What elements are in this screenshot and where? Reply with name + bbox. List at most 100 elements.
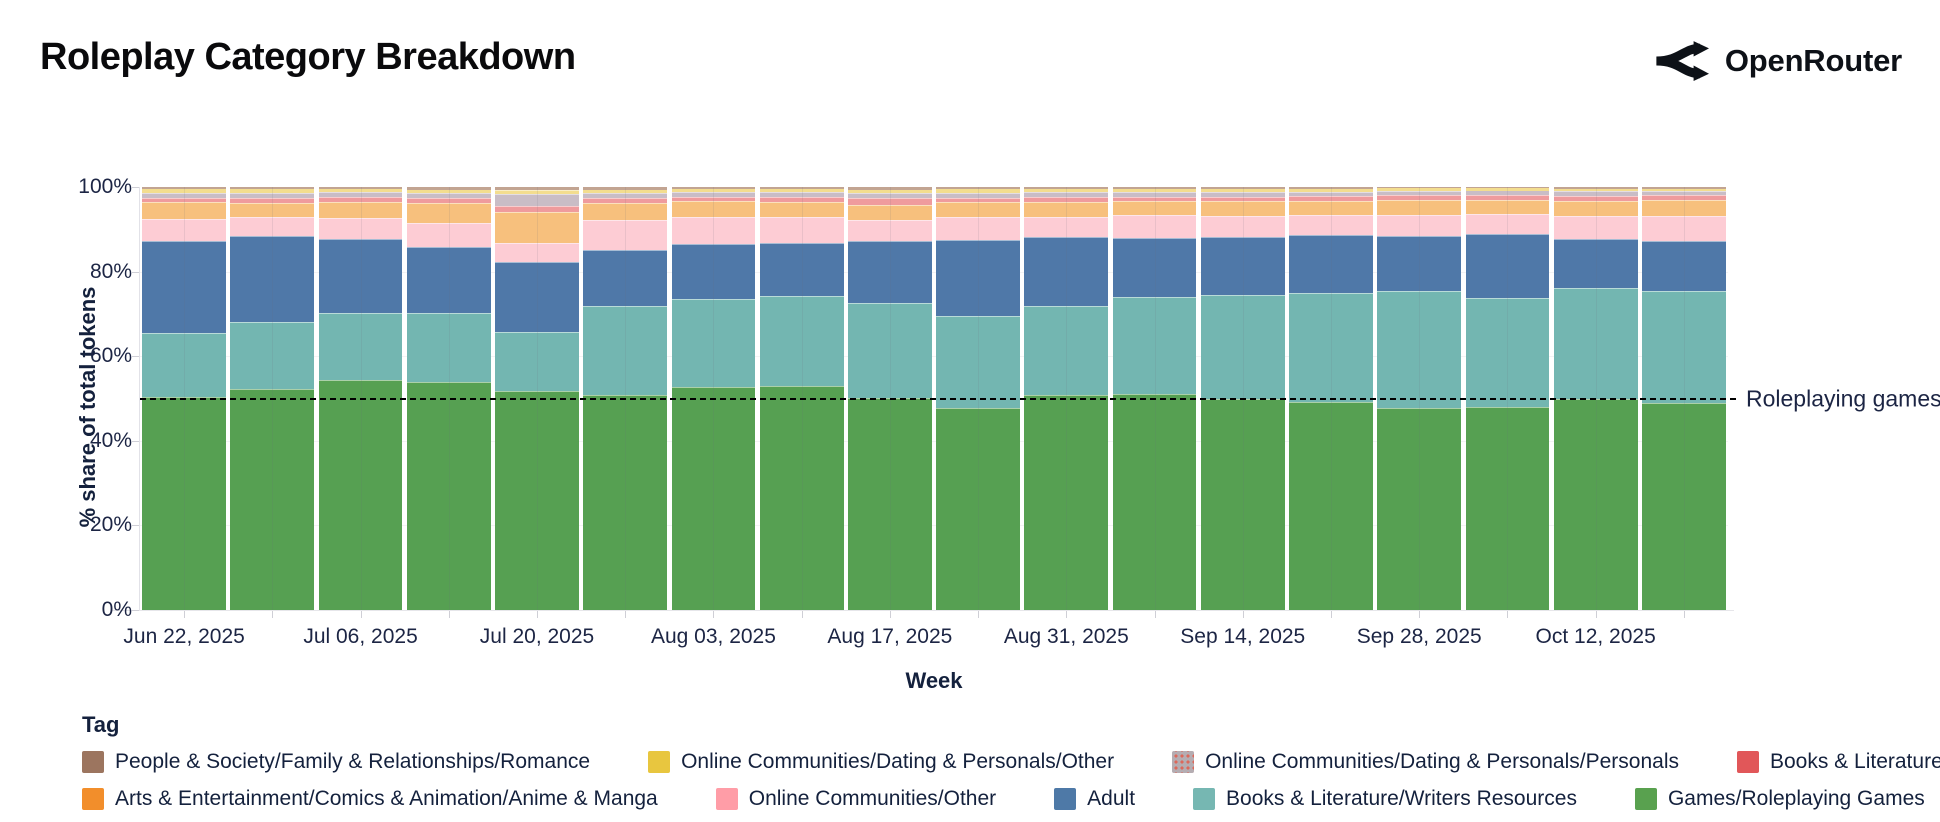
bar-segment[interactable] bbox=[671, 201, 756, 217]
bar-segment[interactable] bbox=[1377, 235, 1462, 292]
bar-segment[interactable] bbox=[1465, 214, 1550, 235]
bar-segment[interactable] bbox=[142, 397, 226, 610]
bar-segment[interactable] bbox=[495, 187, 579, 190]
bar-segment[interactable] bbox=[759, 296, 844, 386]
bar-segment[interactable] bbox=[318, 217, 403, 239]
bar-segment[interactable] bbox=[936, 315, 1020, 409]
bar-segment[interactable] bbox=[1377, 191, 1462, 196]
bar-segment[interactable] bbox=[1642, 188, 1726, 192]
bar-segment[interactable] bbox=[142, 192, 226, 198]
bar-segment[interactable] bbox=[936, 197, 1020, 203]
legend-item[interactable]: Online Communities/Dating & Personals/Ot… bbox=[648, 750, 1114, 774]
bar-segment[interactable] bbox=[936, 408, 1020, 610]
bar-segment[interactable] bbox=[1553, 187, 1638, 189]
bar-segment[interactable] bbox=[1289, 214, 1373, 236]
bar-segment[interactable] bbox=[318, 201, 403, 218]
bar-segment[interactable] bbox=[142, 241, 226, 334]
legend-item[interactable]: Adult bbox=[1054, 787, 1135, 811]
bar-segment[interactable] bbox=[406, 381, 491, 610]
bar-segment[interactable] bbox=[1112, 189, 1197, 193]
bar-segment[interactable] bbox=[1024, 192, 1109, 198]
bar-segment[interactable] bbox=[936, 187, 1020, 190]
bar-segment[interactable] bbox=[1465, 407, 1550, 610]
bar-segment[interactable] bbox=[1200, 189, 1285, 193]
bar-segment[interactable] bbox=[1377, 187, 1462, 189]
bar-segment[interactable] bbox=[318, 189, 403, 193]
bar-segment[interactable] bbox=[671, 216, 756, 244]
bar-segment[interactable] bbox=[671, 196, 756, 202]
bar-segment[interactable] bbox=[1289, 191, 1373, 197]
bar-segment[interactable] bbox=[142, 189, 226, 193]
bar-segment[interactable] bbox=[671, 243, 756, 299]
bar-segment[interactable] bbox=[583, 306, 668, 395]
bar-segment[interactable] bbox=[1465, 187, 1550, 189]
bar-segment[interactable] bbox=[848, 303, 932, 399]
bar-segment[interactable] bbox=[142, 197, 226, 203]
bar-segment[interactable] bbox=[936, 192, 1020, 198]
bar-segment[interactable] bbox=[406, 203, 491, 223]
bar-segment[interactable] bbox=[1289, 200, 1373, 215]
bar-segment[interactable] bbox=[1465, 190, 1550, 195]
bar-segment[interactable] bbox=[1465, 297, 1550, 408]
bar-segment[interactable] bbox=[1642, 216, 1726, 242]
legend-item[interactable]: Games/Roleplaying Games bbox=[1634, 787, 1925, 811]
bar-segment[interactable] bbox=[1553, 239, 1638, 288]
bar-segment[interactable] bbox=[230, 389, 315, 610]
bar-segment[interactable] bbox=[1465, 199, 1550, 215]
bar-segment[interactable] bbox=[583, 189, 668, 194]
bar-segment[interactable] bbox=[406, 247, 491, 314]
bar-segment[interactable] bbox=[671, 187, 756, 190]
bar-segment[interactable] bbox=[1642, 403, 1726, 610]
bar-segment[interactable] bbox=[1553, 287, 1638, 400]
bar-segment[interactable] bbox=[142, 187, 226, 190]
bar-segment[interactable] bbox=[848, 198, 932, 205]
bar-segment[interactable] bbox=[1377, 408, 1462, 610]
bar-segment[interactable] bbox=[583, 249, 668, 307]
openrouter-logo[interactable]: OpenRouter bbox=[1651, 40, 1902, 82]
bar-segment[interactable] bbox=[583, 198, 668, 203]
bar-segment[interactable] bbox=[1553, 188, 1638, 192]
bar-segment[interactable] bbox=[848, 204, 932, 220]
bar-segment[interactable] bbox=[848, 398, 932, 610]
bar-segment[interactable] bbox=[1112, 196, 1197, 202]
bar-segment[interactable] bbox=[1200, 236, 1285, 296]
bar-segment[interactable] bbox=[1289, 235, 1373, 294]
bar-segment[interactable] bbox=[1377, 200, 1462, 215]
bar-segment[interactable] bbox=[759, 189, 844, 193]
bar-segment[interactable] bbox=[1024, 187, 1109, 190]
bar-segment[interactable] bbox=[1024, 305, 1109, 396]
bar-segment[interactable] bbox=[406, 192, 491, 198]
bar-segment[interactable] bbox=[230, 217, 315, 237]
bar-segment[interactable] bbox=[1465, 188, 1550, 191]
bar-segment[interactable] bbox=[495, 390, 579, 610]
bar-segment[interactable] bbox=[1553, 200, 1638, 217]
bar-segment[interactable] bbox=[583, 193, 668, 198]
bar-segment[interactable] bbox=[318, 187, 403, 190]
bar-segment[interactable] bbox=[1642, 191, 1726, 196]
bar-segment[interactable] bbox=[1112, 192, 1197, 197]
bar-segment[interactable] bbox=[1024, 236, 1109, 306]
bar-segment[interactable] bbox=[1112, 297, 1197, 394]
bar-segment[interactable] bbox=[1289, 196, 1373, 201]
bar-segment[interactable] bbox=[1024, 201, 1109, 217]
bar-segment[interactable] bbox=[406, 222, 491, 248]
bar-segment[interactable] bbox=[1377, 214, 1462, 236]
bar-segment[interactable] bbox=[1024, 395, 1109, 610]
legend-item[interactable]: Books & Literature/Fan Fiction bbox=[1736, 750, 1940, 774]
bar-segment[interactable] bbox=[1553, 216, 1638, 240]
bar-segment[interactable] bbox=[671, 387, 756, 610]
legend-item[interactable]: Books & Literature/Writers Resources bbox=[1193, 787, 1577, 811]
bar-segment[interactable] bbox=[1553, 195, 1638, 201]
bar-segment[interactable] bbox=[1289, 293, 1373, 402]
bar-segment[interactable] bbox=[759, 187, 844, 190]
bar-segment[interactable] bbox=[318, 313, 403, 381]
bar-segment[interactable] bbox=[848, 187, 932, 190]
bar-segment[interactable] bbox=[142, 218, 226, 242]
legend-item[interactable]: Arts & Entertainment/Comics & Animation/… bbox=[82, 787, 658, 811]
bar-segment[interactable] bbox=[142, 202, 226, 219]
bar-segment[interactable] bbox=[230, 197, 315, 203]
bar-segment[interactable] bbox=[1200, 398, 1285, 610]
bar-segment[interactable] bbox=[1553, 399, 1638, 610]
bar-segment[interactable] bbox=[759, 196, 844, 202]
bar-segment[interactable] bbox=[936, 240, 1020, 316]
